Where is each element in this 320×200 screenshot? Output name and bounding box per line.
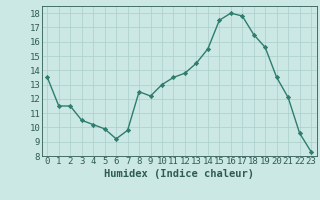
- X-axis label: Humidex (Indice chaleur): Humidex (Indice chaleur): [104, 169, 254, 179]
